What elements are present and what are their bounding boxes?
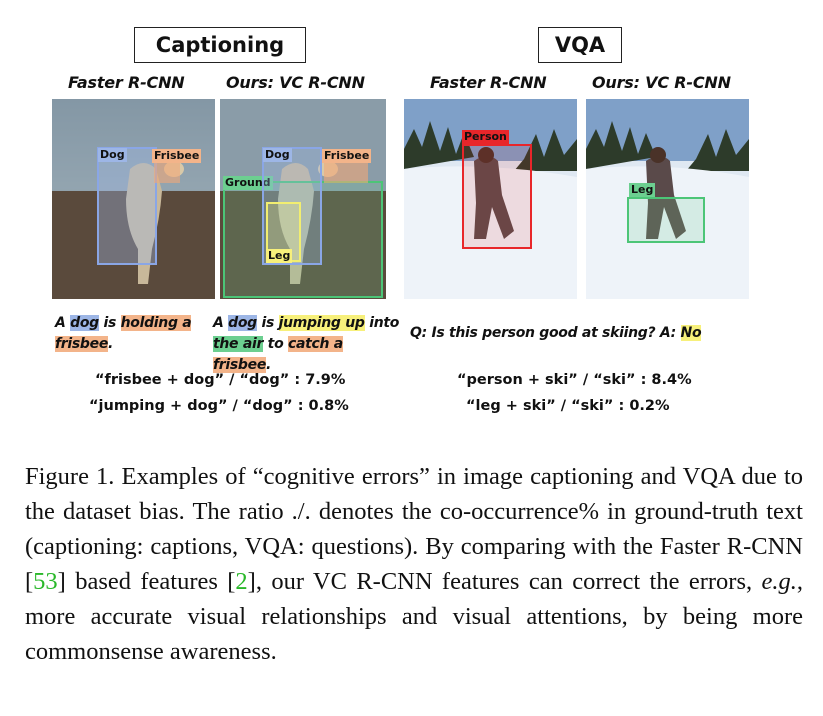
column-label-ours-vqa: Ours: VC R-CNN <box>592 73 731 92</box>
leg-label: Leg <box>266 249 293 263</box>
dog-scene-image <box>52 99 215 299</box>
skier-photo-ours: Leg <box>586 99 749 299</box>
leg-bbox-vqa <box>627 197 705 243</box>
dog-scene-image-ours <box>220 99 386 299</box>
ground-bbox <box>223 181 383 298</box>
caption-ours: A dog is jumping up into the air to catc… <box>213 315 400 373</box>
citation-53[interactable]: 53 <box>33 568 58 595</box>
skier-photo-faster: Person <box>404 99 577 299</box>
dog-bbox-ours <box>262 147 322 265</box>
frisbee-label-ours: Frisbee <box>322 149 372 163</box>
dog-label-ours: Dog <box>263 148 292 162</box>
leg-label-vqa: Leg <box>629 183 656 197</box>
ground-label: Ground <box>223 176 273 190</box>
cap-stat-2: “jumping + dog” / “dog” : 0.8% <box>89 398 349 414</box>
dog-label: Dog <box>98 148 127 162</box>
person-bbox <box>462 144 532 249</box>
column-label-ours-captioning: Ours: VC R-CNN <box>226 73 365 92</box>
vqa-stat-1: “person + ski” / “ski” : 8.4% <box>457 372 692 388</box>
frisbee-label: Frisbee <box>152 149 202 163</box>
cap-stat-1: “frisbee + dog” / “dog” : 7.9% <box>95 372 346 388</box>
citation-2[interactable]: 2 <box>235 568 248 595</box>
column-label-faster-vqa: Faster R-CNN <box>430 73 547 92</box>
caption-faster: A dog is holding a frisbee. <box>55 315 192 352</box>
vqa-answer: No <box>680 325 702 341</box>
skier-scene-image <box>404 99 577 299</box>
column-label-faster-captioning: Faster R-CNN <box>68 73 185 92</box>
dog-bbox <box>97 147 157 265</box>
dog-photo-faster: Dog Frisbee <box>52 99 215 299</box>
skier-scene-image-ours <box>586 99 749 299</box>
captioning-header: Captioning <box>134 27 306 63</box>
dog-photo-ours: Ground Dog Frisbee Leg <box>220 99 386 299</box>
person-label: Person <box>462 130 509 144</box>
vqa-header: VQA <box>538 27 622 63</box>
vqa-question: Q: Is this person good at skiing? A: No <box>410 325 702 341</box>
vqa-stat-2: “leg + ski” / “ski” : 0.2% <box>466 398 670 414</box>
figure-caption: Figure 1. Examples of “cognitive errors”… <box>25 463 803 665</box>
